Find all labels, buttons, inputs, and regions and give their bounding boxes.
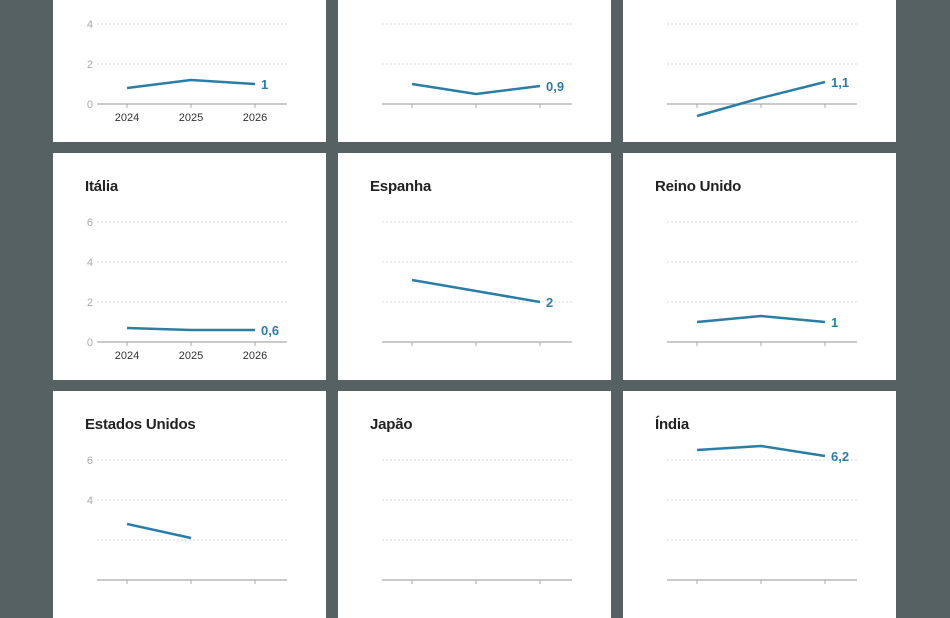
chart-panel: Japão: [338, 391, 611, 618]
series-line: [697, 82, 825, 116]
series-line: [412, 84, 540, 94]
x-tick-label: 2025: [179, 112, 203, 124]
series-line: [697, 446, 825, 456]
end-value-label: 1: [831, 315, 838, 330]
y-tick-label: 4: [87, 19, 93, 31]
line-chart: 0 2 4 6 2024 2025 2026 0,6: [53, 153, 326, 380]
y-tick-label: 6: [87, 455, 93, 467]
end-value-label: 1: [261, 77, 268, 92]
y-tick-label: 2: [87, 297, 93, 309]
end-value-label: 1,1: [831, 75, 849, 90]
y-tick-label: 2: [87, 59, 93, 71]
y-tick-label: 6: [87, 217, 93, 229]
line-chart: 0,9: [338, 0, 611, 142]
series-line: [127, 80, 255, 88]
x-tick-label: 2026: [243, 350, 267, 362]
line-chart: [338, 391, 611, 618]
y-tick-label: 0: [87, 337, 93, 349]
line-chart: 2: [338, 153, 611, 380]
line-chart: 1: [623, 153, 896, 380]
line-chart: 46: [53, 391, 326, 618]
end-value-label: 0,6: [261, 323, 279, 338]
end-value-label: 0,9: [546, 79, 564, 94]
y-tick-label: 0: [87, 99, 93, 111]
end-value-label: 2: [546, 295, 553, 310]
x-tick-label: 2026: [243, 112, 267, 124]
x-tick-label: 2025: [179, 350, 203, 362]
chart-panel: 0 2 4 2024 2025 2026 1: [53, 0, 326, 142]
line-chart: 6,2: [623, 391, 896, 618]
series-line: [697, 316, 825, 322]
series-line: [127, 328, 255, 330]
chart-panel: 0,9: [338, 0, 611, 142]
y-tick-label: 4: [87, 495, 93, 507]
chart-panel: 1,1: [623, 0, 896, 142]
line-chart: 1,1: [623, 0, 896, 142]
line-chart: 0 2 4 2024 2025 2026 1: [53, 0, 326, 142]
y-tick-label: 4: [87, 257, 93, 269]
x-tick-label: 2024: [115, 112, 139, 124]
series-line: [127, 524, 191, 538]
x-tick-label: 2024: [115, 350, 139, 362]
end-value-label: 6,2: [831, 449, 849, 464]
